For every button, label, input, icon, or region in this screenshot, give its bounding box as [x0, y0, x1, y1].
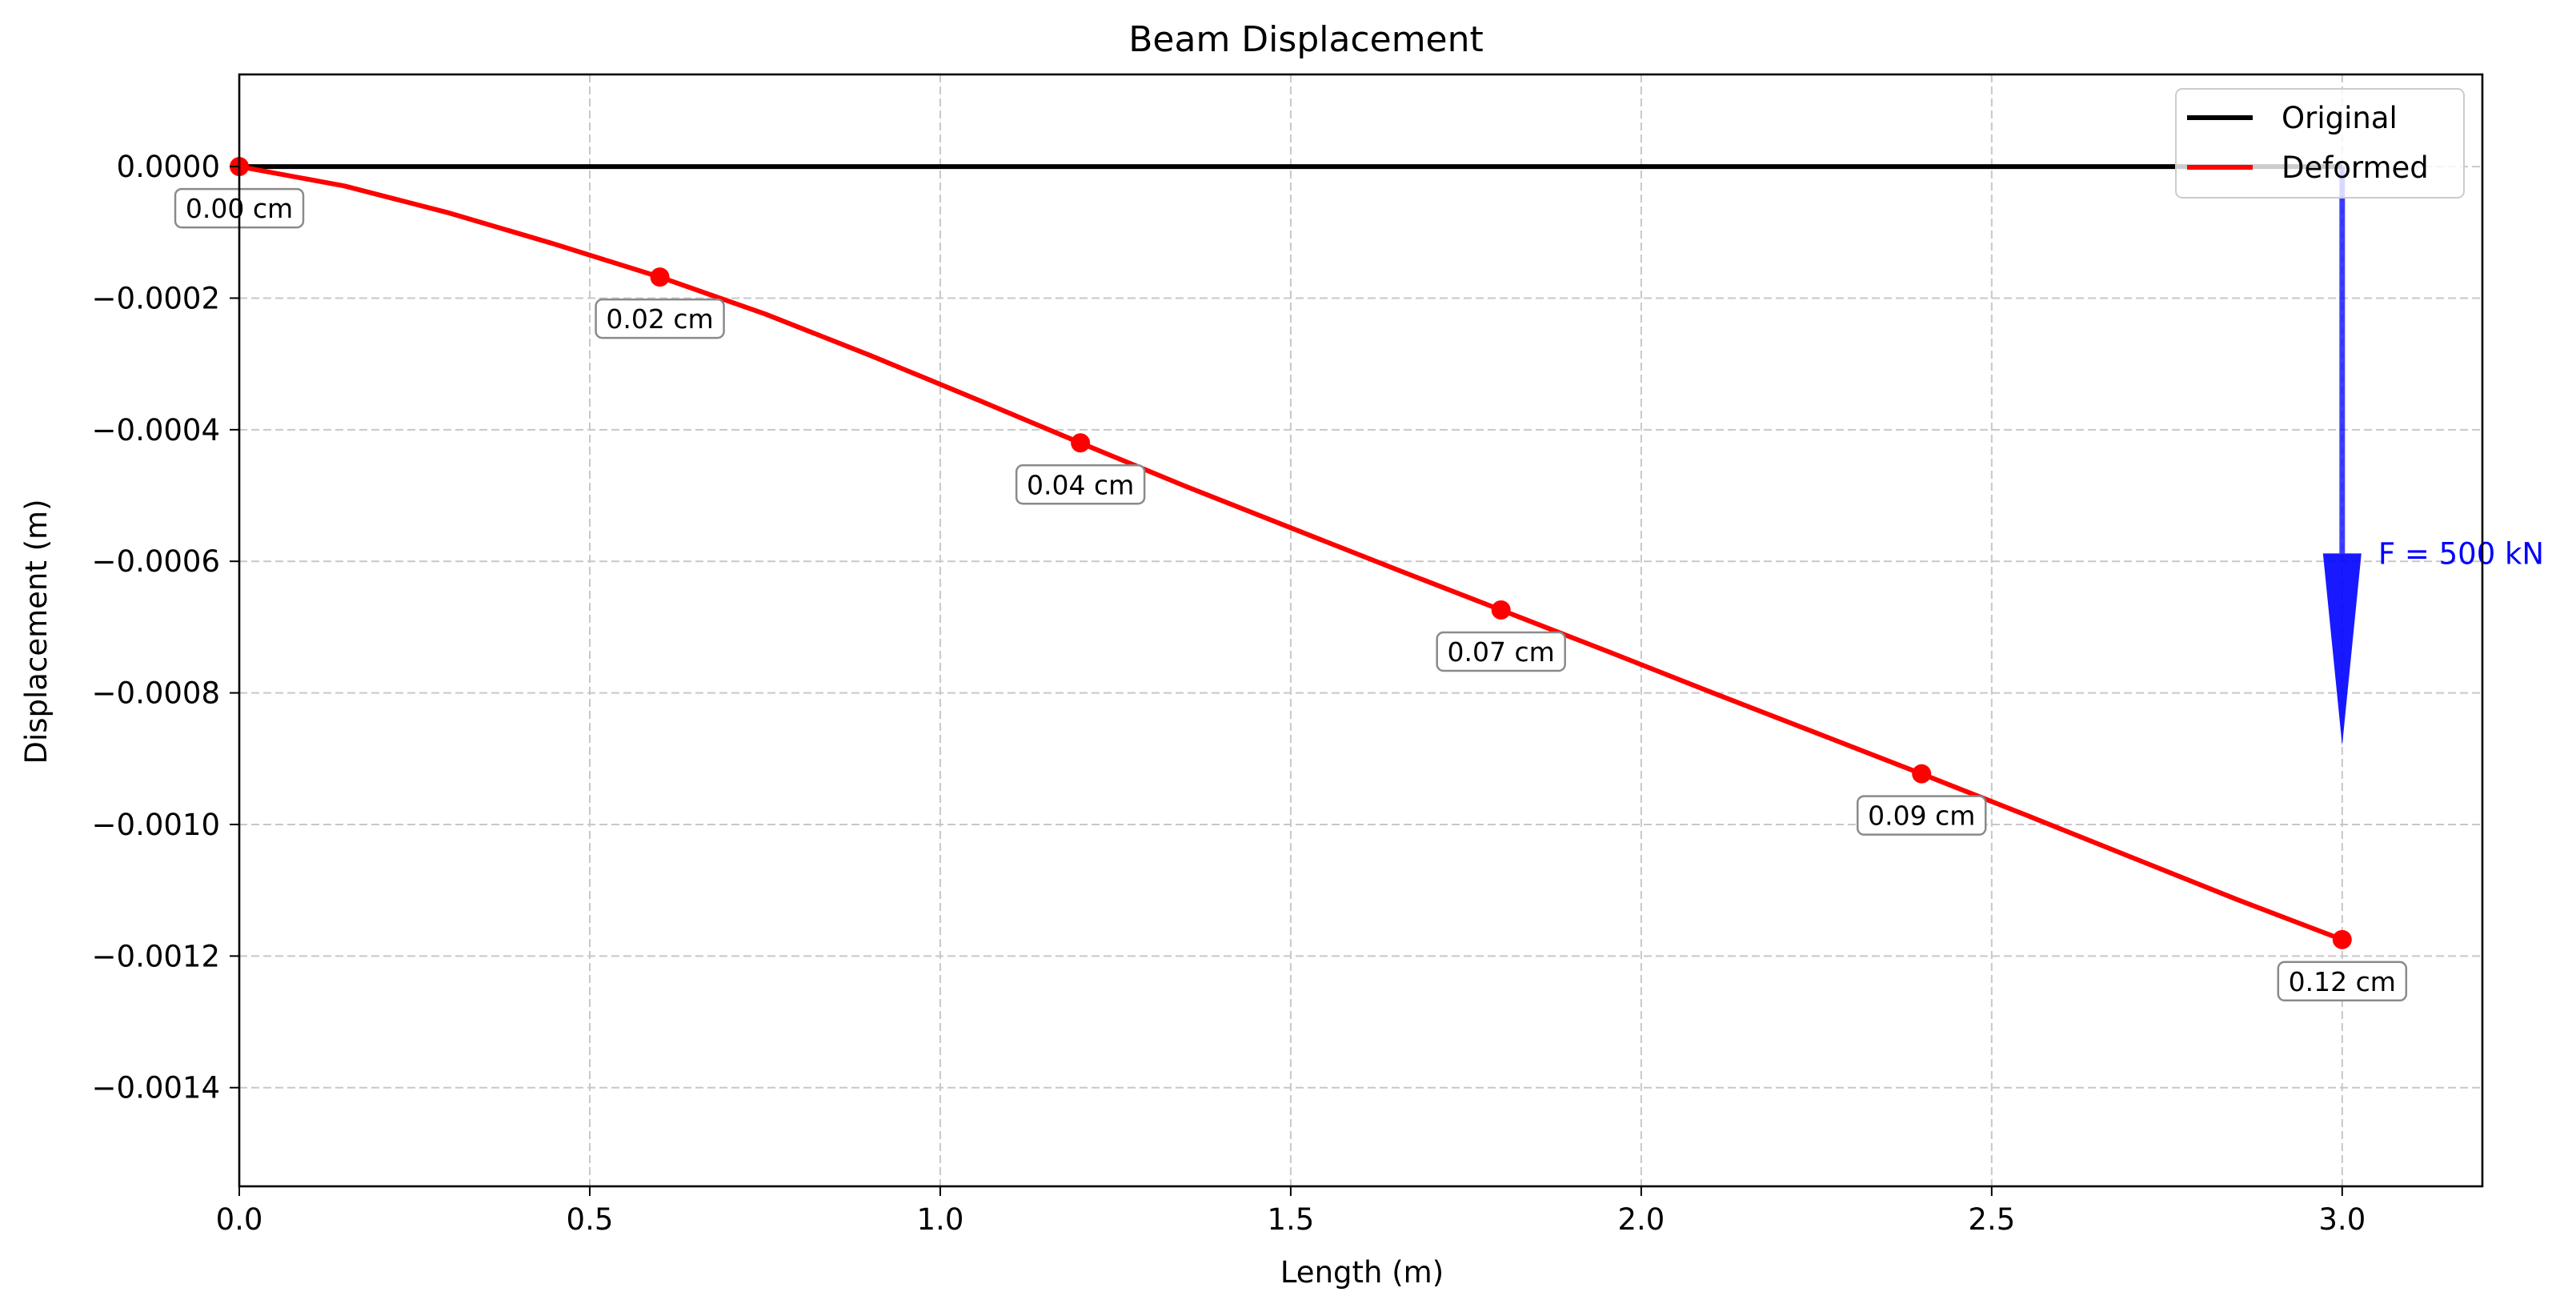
data-label-box [2277, 961, 2408, 1002]
y-tick-label: −0.0014 [92, 1071, 220, 1105]
x-axis: 0.0 0.5 1.0 1.5 2.0 2.5 3.0 [216, 1186, 2366, 1237]
y-tick-label: −0.0004 [92, 413, 220, 447]
data-label-box [1015, 464, 1146, 505]
data-label-layer: 0.00 cm0.02 cm0.04 cm0.07 cm0.09 cm0.12 … [174, 187, 2408, 1002]
legend: Original Deformed [2175, 88, 2465, 199]
series-line-deformed [238, 164, 2343, 942]
y-axis: 0.0000 −0.0002 −0.0004 −0.0006 −0.0008 −0.001… [92, 150, 239, 1105]
legend-label: Deformed [2282, 150, 2429, 185]
x-tick-label: 1.5 [1267, 1202, 1314, 1237]
data-point-marker [1912, 764, 1932, 784]
x-tick-label: 0.5 [567, 1202, 614, 1237]
data-point-marker [650, 267, 670, 287]
x-tick-label: 2.0 [1617, 1202, 1665, 1237]
data-label-box [1857, 795, 1987, 836]
plot-frame [238, 73, 2484, 1188]
legend-label: Original [2282, 101, 2398, 135]
y-tick-label: −0.0002 [92, 281, 220, 315]
data-label: 0.12 cm [2289, 966, 2396, 997]
y-tick-label: −0.0008 [92, 676, 220, 711]
x-tick-label: 0.0 [216, 1202, 263, 1237]
chart-title: Beam Displacement [1128, 19, 1484, 60]
y-axis-label: Displacement (m) [19, 499, 54, 764]
data-label: 0.04 cm [1027, 469, 1134, 500]
series-layer [238, 164, 2343, 942]
x-tick-label: 3.0 [2318, 1202, 2366, 1237]
y-tick-label: −0.0006 [92, 544, 220, 579]
data-label-box [1436, 631, 1566, 672]
y-tick-label: 0.0000 [117, 150, 220, 184]
force-arrow-layer: F = 500 kN [2322, 167, 2544, 746]
data-label: 0.07 cm [1448, 636, 1555, 668]
x-tick-label: 1.0 [917, 1202, 964, 1237]
force-label: F = 500 kN [2378, 536, 2544, 571]
data-point-marker [1491, 600, 1511, 620]
data-point-marker [2332, 929, 2352, 949]
data-label-box [595, 298, 725, 339]
y-tick-label: −0.0012 [92, 939, 220, 973]
data-label: 0.02 cm [606, 303, 713, 335]
x-tick-label: 2.5 [1968, 1202, 2015, 1237]
data-point-marker [1071, 433, 1091, 453]
data-label: 0.09 cm [1868, 800, 1975, 832]
x-axis-label: Length (m) [1280, 1255, 1444, 1290]
force-arrow-head [2322, 553, 2362, 746]
y-tick-label: −0.0010 [92, 808, 220, 842]
